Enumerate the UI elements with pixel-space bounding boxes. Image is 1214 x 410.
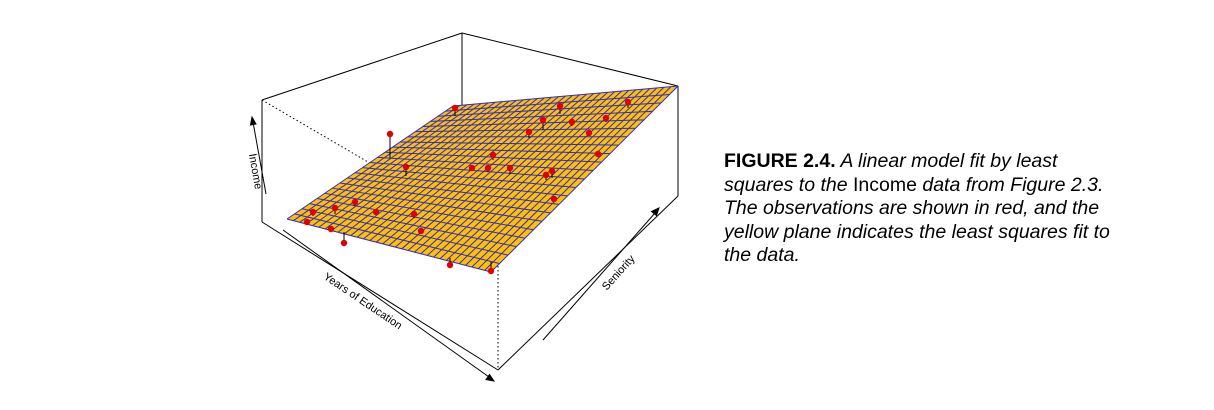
observation-point [539,116,547,124]
observation-point [340,239,348,247]
axis-label-seniority: Seniority [600,253,638,293]
observation-point [585,129,593,137]
observation-point [487,267,495,275]
plane-grid-lines [286,85,679,273]
observation-point [327,225,335,233]
observation-point [309,208,317,216]
observation-point [351,198,359,206]
observation-points [303,98,632,275]
grid-line [332,187,543,222]
observation-point [556,102,564,110]
observation-point [484,164,492,172]
observation-point [402,163,410,171]
observation-point [550,195,558,203]
caption-text-1: A linear model fit by least squares to t… [724,150,1058,196]
axis-arrows [249,115,660,382]
grid-line [339,182,551,214]
grid-line [301,208,509,256]
observation-point [372,208,380,216]
observation-point [410,210,418,218]
observation-point [542,171,550,179]
axis-label-years-of-education: Years of Education [321,271,404,332]
observation-point [525,128,533,136]
grid-line [362,167,577,188]
grid-line [294,213,500,265]
observation-point [568,118,576,126]
grid-line [286,218,492,273]
grid-line [317,197,526,239]
axis-label-income: Income [246,153,264,191]
figure-label: FIGURE 2.4. [724,150,836,172]
caption-text-2: data from Figure 2.3. The observations a… [724,173,1110,267]
grid-line [392,146,611,155]
figure-caption: FIGURE 2.4. A linear model fit by least … [724,150,1124,268]
grid-line [324,192,534,231]
least-squares-plane [286,85,679,273]
grid-line [415,127,636,133]
caption-term: Income [853,173,917,196]
grid-line [437,102,662,117]
observation-point [386,130,394,138]
observation-point [506,164,514,172]
observation-point [303,218,311,226]
grid-line [445,93,670,112]
observation-point [624,98,632,106]
grid-line [354,172,568,197]
observation-point [602,114,610,122]
observation-point [451,104,459,112]
grid-line [377,156,594,172]
observation-point [594,150,602,158]
box-visible-edges [261,32,679,371]
observation-point [548,167,556,175]
grid-line [347,177,560,205]
observation-point [489,151,497,159]
observation-point [417,227,425,235]
grid-line [452,85,679,107]
observation-point [331,204,339,212]
grid-line [309,203,517,248]
grid-line [400,141,619,146]
grid-line [430,110,653,122]
observation-point [446,261,454,269]
observation-point [468,164,476,172]
